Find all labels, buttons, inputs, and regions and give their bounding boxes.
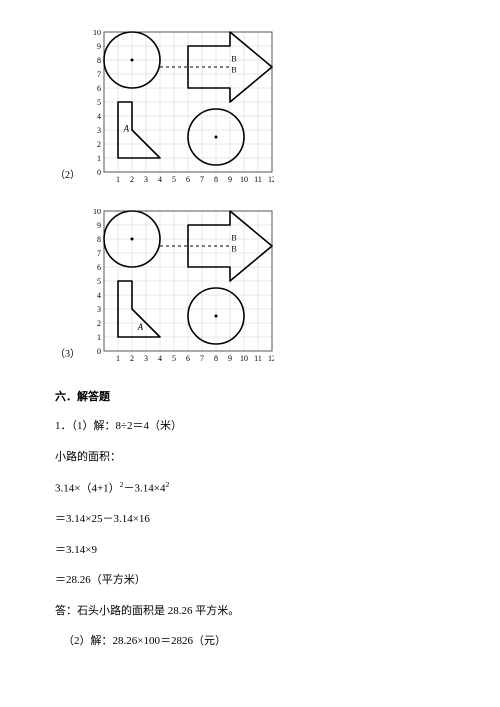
svg-text:7: 7 (200, 354, 204, 363)
svg-text:3: 3 (144, 175, 148, 184)
svg-text:6: 6 (97, 263, 101, 272)
answer-line-3: 3.14×（4+1）2－3.14×42 (55, 479, 445, 497)
svg-text:8: 8 (214, 354, 218, 363)
svg-text:7: 7 (200, 175, 204, 184)
svg-text:3: 3 (144, 354, 148, 363)
svg-text:12: 12 (268, 354, 274, 363)
svg-text:8: 8 (214, 175, 218, 184)
answer-line-4: ＝3.14×25－3.14×16 (55, 511, 445, 528)
svg-text:10: 10 (240, 354, 248, 363)
svg-text:0: 0 (97, 347, 101, 356)
svg-text:8: 8 (97, 235, 101, 244)
svg-text:9: 9 (228, 354, 232, 363)
answer-line-7: 答：石头小路的面积是 28.26 平方米。 (55, 603, 445, 620)
grid-figure: ABB012345678910123456789101112 (86, 30, 274, 186)
svg-text:2: 2 (130, 354, 134, 363)
svg-text:3: 3 (97, 126, 101, 135)
svg-text:4: 4 (97, 291, 101, 300)
svg-text:6: 6 (186, 354, 190, 363)
svg-text:0: 0 (97, 168, 101, 177)
svg-text:1: 1 (97, 333, 101, 342)
svg-text:9: 9 (97, 221, 101, 230)
svg-text:1: 1 (116, 175, 120, 184)
svg-text:3: 3 (97, 305, 101, 314)
svg-text:7: 7 (97, 249, 101, 258)
svg-text:4: 4 (158, 354, 162, 363)
figure-2-label: （2） (55, 166, 80, 181)
svg-text:5: 5 (97, 277, 101, 286)
svg-text:B: B (231, 245, 236, 254)
svg-text:4: 4 (97, 112, 101, 121)
svg-text:2: 2 (130, 175, 134, 184)
answer-line-3b: －3.14×4 (124, 483, 166, 495)
svg-text:5: 5 (172, 175, 176, 184)
svg-text:9: 9 (97, 42, 101, 51)
svg-text:6: 6 (97, 84, 101, 93)
answer-line-6: ＝28.26（平方米） (55, 572, 445, 589)
answer-line-2: 小路的面积： (55, 449, 445, 466)
sup-2b: 2 (165, 480, 169, 489)
figure-3-row: （3） ABB012345678910123456789101112 (55, 209, 445, 370)
figure-2-svg-container: ABB012345678910123456789101112 (86, 30, 274, 191)
svg-text:A: A (123, 123, 130, 133)
svg-text:9: 9 (228, 175, 232, 184)
svg-text:4: 4 (158, 175, 162, 184)
svg-text:7: 7 (97, 70, 101, 79)
svg-text:B: B (231, 54, 236, 63)
answer-line-1: 1．（1）解：8÷2＝4（米） (55, 418, 445, 435)
svg-text:11: 11 (254, 354, 262, 363)
svg-text:11: 11 (254, 175, 262, 184)
figure-2-row: （2） ABB012345678910123456789101112 (55, 30, 445, 191)
svg-text:12: 12 (268, 175, 274, 184)
figure-3-label: （3） (55, 345, 80, 360)
svg-text:8: 8 (97, 56, 101, 65)
answer-line-5: ＝3.14×9 (55, 542, 445, 559)
svg-text:B: B (231, 233, 236, 242)
svg-text:5: 5 (172, 354, 176, 363)
svg-text:2: 2 (97, 319, 101, 328)
svg-text:6: 6 (186, 175, 190, 184)
answer-line-8: （2）解：28.26×100＝2826（元） (63, 633, 445, 650)
answer-line-3a: 3.14×（4+1） (55, 483, 120, 495)
svg-text:1: 1 (116, 354, 120, 363)
svg-text:B: B (231, 66, 236, 75)
svg-text:5: 5 (97, 98, 101, 107)
figure-3-svg-container: ABB012345678910123456789101112 (86, 209, 274, 370)
svg-text:10: 10 (93, 209, 101, 216)
section-heading: 六．解答题 (55, 388, 445, 404)
svg-text:10: 10 (93, 30, 101, 37)
svg-text:1: 1 (97, 154, 101, 163)
svg-text:2: 2 (97, 140, 101, 149)
svg-text:10: 10 (240, 175, 248, 184)
grid-figure: ABB012345678910123456789101112 (86, 209, 274, 365)
svg-text:A: A (137, 322, 144, 332)
